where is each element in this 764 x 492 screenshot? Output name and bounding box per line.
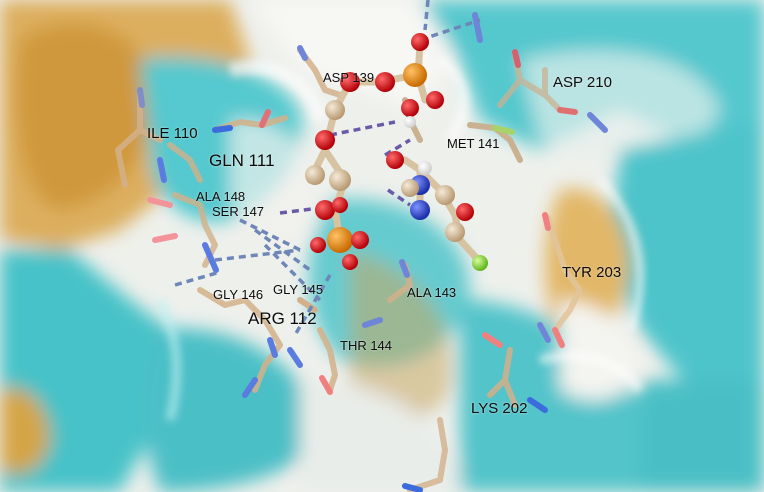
surface-highlights xyxy=(155,55,644,422)
residue-sticks xyxy=(115,12,608,492)
label-gln111: GLN 111 xyxy=(209,151,275,170)
label-tyr203: TYR 203 xyxy=(562,264,622,281)
interaction-lines xyxy=(174,0,481,336)
label-arg112: ARG 112 xyxy=(248,309,317,328)
label-asp210: ASP 210 xyxy=(553,74,612,91)
label-met141: MET 141 xyxy=(447,136,500,151)
label-ser147: SER 147 xyxy=(212,204,265,219)
ligand-ball-and-stick xyxy=(305,33,488,271)
label-ala143: ALA 143 xyxy=(407,285,457,300)
label-gly145: GLY 145 xyxy=(273,282,324,297)
label-ala148: ALA 148 xyxy=(196,189,246,204)
label-lys202: LYS 202 xyxy=(471,400,528,417)
label-thr144: THR 144 xyxy=(340,338,393,353)
label-asp139: ASP 139 xyxy=(323,70,375,85)
label-ile110: ILE 110 xyxy=(147,125,198,142)
label-gly146: GLY 146 xyxy=(213,287,264,302)
